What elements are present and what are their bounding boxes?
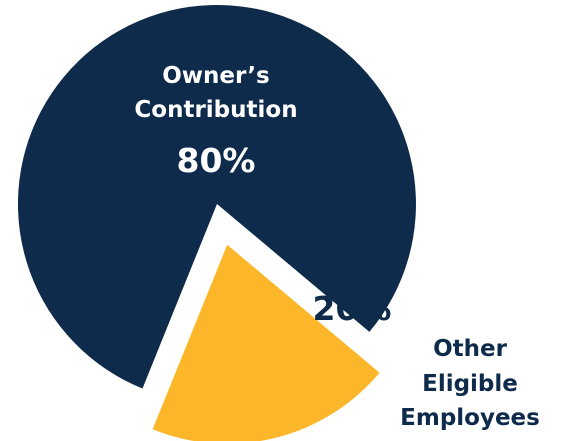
pie-slices: [17, 4, 416, 441]
owner-label-line-1: Owner’s: [162, 63, 270, 89]
employees-label-line-3: Employees: [400, 405, 540, 431]
employees-value-label: 20%: [313, 289, 392, 328]
employees-label-line-2: Eligible: [422, 371, 518, 397]
owner-label-line-2: Contribution: [134, 97, 297, 123]
owner-value-label: 80%: [177, 141, 256, 180]
other-employees-slice: [152, 244, 380, 441]
owner-contribution-slice: [17, 4, 416, 389]
employees-label-line-1: Other: [433, 336, 508, 362]
